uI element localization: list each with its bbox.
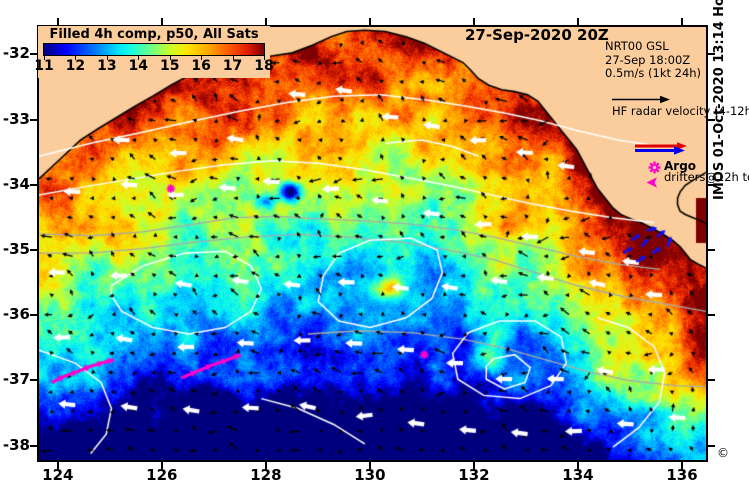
colorbar-tick-label: 15	[159, 58, 180, 74]
colorbar-tick-label: 17	[222, 58, 243, 74]
model-legend-line1: NRT00 GSL	[605, 39, 669, 53]
x-axis-tick-label: 134	[562, 466, 594, 484]
model-velocity-legend: NRT00 GSL 27-Sep 18:00Z 0.5m/s (1kt 24h)	[605, 39, 709, 81]
colorbar-tick	[264, 56, 265, 60]
y-axis-tick	[708, 118, 715, 121]
x-axis-tick	[472, 462, 475, 469]
drifter-marker-icon	[646, 177, 657, 188]
argo-marker-icon	[648, 161, 661, 174]
x-axis-tick	[576, 18, 579, 25]
colorbar-tick	[44, 56, 45, 60]
model-legend-line2: 27-Sep 18:00Z	[605, 52, 691, 67]
x-axis-tick	[160, 18, 163, 25]
y-axis-tick-label: -33	[2, 109, 30, 128]
y-axis-tick-label: -35	[2, 240, 30, 259]
y-axis-tick	[708, 53, 715, 56]
colorbar-gradient	[43, 43, 265, 56]
y-axis-tick	[708, 183, 715, 186]
y-axis-tick	[708, 314, 715, 317]
colorbar-tick-label: 13	[97, 58, 117, 74]
y-axis-tick	[708, 444, 715, 447]
model-legend-line3: 0.5m/s (1kt 24h)	[605, 66, 702, 80]
x-axis-tick-label: 124	[42, 466, 74, 484]
argo-legend-title: Argo	[664, 159, 697, 173]
hf-legend-line2: (4-12h avg) noQC	[714, 104, 749, 118]
y-axis-tick	[30, 314, 37, 317]
y-axis-tick	[708, 379, 715, 382]
x-axis-tick	[160, 462, 163, 469]
y-axis-tick-label: -37	[2, 370, 30, 389]
x-axis-tick-label: 128	[250, 466, 282, 484]
drifter-legend-lines: drifters@12h to 28/09-12Z	[664, 170, 749, 185]
map-plot-area[interactable]	[37, 25, 708, 462]
x-axis-tick-label: 126	[146, 466, 178, 484]
drifter-legend-line2: to 28/09-12Z	[742, 170, 749, 184]
x-axis-tick	[264, 462, 267, 469]
y-axis-tick-label: -38	[2, 435, 30, 454]
colorbar-tick	[169, 56, 171, 60]
colorbar-tick-label: 16	[191, 58, 211, 74]
y-axis-tick	[30, 444, 37, 447]
colorbar-tick	[201, 56, 203, 60]
drifter-legend-line1: drifters@12h	[664, 170, 739, 184]
x-axis-tick	[680, 18, 683, 25]
colorbar-tick-label: 11	[34, 58, 54, 74]
colorbar-tick	[106, 56, 108, 60]
y-axis-tick	[30, 53, 37, 56]
x-axis-tick	[368, 18, 371, 25]
colorbar-tick	[75, 56, 77, 60]
hf-legend-line1: HF radar velocity	[612, 104, 711, 118]
y-axis-tick	[30, 118, 37, 121]
x-axis-tick-label: 132	[458, 466, 490, 484]
y-axis-tick-label: -32	[2, 44, 30, 63]
x-axis-tick	[264, 18, 267, 25]
y-axis-tick-label: -34	[2, 174, 30, 193]
y-axis-tick	[30, 379, 37, 382]
x-axis-tick	[56, 462, 59, 469]
colorbar-tick-label: 12	[65, 58, 86, 74]
y-axis-tick	[708, 249, 715, 252]
colorbar-tick	[138, 56, 140, 60]
y-axis-tick-label: -36	[2, 305, 30, 324]
y-axis-tick	[30, 183, 37, 186]
hf-radar-scale-arrow-icon	[635, 142, 687, 155]
date-title: 27-Sep-2020 20Z	[465, 26, 609, 44]
colorbar-tick	[232, 56, 234, 60]
sst-field-canvas	[39, 27, 706, 460]
x-axis-tick-label: 136	[666, 466, 698, 484]
x-axis-tick	[680, 462, 683, 469]
x-axis-tick	[56, 18, 59, 25]
colorbar-tick-label: 18	[254, 58, 274, 74]
colorbar-tick-label: 14	[128, 58, 149, 74]
colorbar-title: Filled 4h comp, p50, All Sats	[49, 27, 259, 42]
copyright-symbol: ©	[717, 446, 729, 460]
imos-credit-label: IMOS 01-Oct-2020 13:14 Hobart	[712, 0, 727, 200]
x-axis-tick	[472, 18, 475, 25]
y-axis-tick	[30, 249, 37, 252]
x-axis-tick	[576, 462, 579, 469]
x-axis-tick	[368, 462, 371, 469]
x-axis-tick-label: 130	[354, 466, 386, 484]
model-velocity-scale-arrow-icon	[612, 95, 670, 104]
hf-radar-legend: HF radar velocity (4-12h avg) noQC 0.5m/…	[612, 104, 749, 119]
